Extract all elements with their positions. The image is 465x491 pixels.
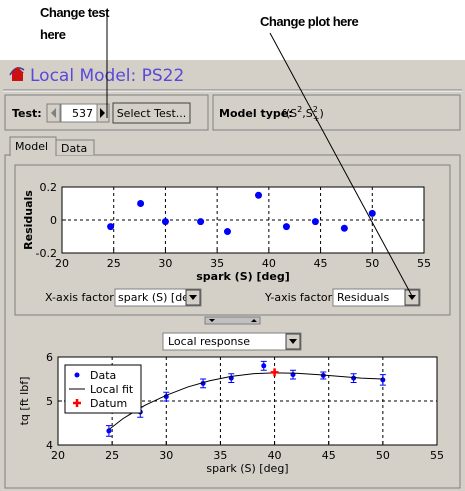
- x-tick-label: 50: [365, 257, 379, 270]
- tab-panel: [4, 154, 461, 489]
- point: [380, 377, 386, 383]
- datum: [270, 368, 279, 377]
- legend-label: Datum: [90, 397, 127, 410]
- x-tick-label: 35: [210, 257, 224, 270]
- point: [340, 224, 348, 232]
- point: [223, 228, 231, 236]
- combo[interactable]: [332, 288, 421, 307]
- point: [261, 363, 267, 369]
- y-axis-label: tq [ft lbf]: [18, 377, 31, 426]
- annotation: Change plot here: [260, 14, 358, 29]
- formula-part: 2: [297, 105, 302, 114]
- point: [282, 223, 290, 231]
- legend-swatch: [74, 372, 80, 378]
- point: [311, 218, 319, 226]
- axes-frame: [61, 186, 425, 254]
- formula-part: f(S: [282, 107, 297, 120]
- point: [107, 223, 115, 231]
- tab-selected[interactable]: [9, 136, 57, 156]
- label: Test:: [12, 107, 42, 120]
- arrow: [51, 108, 56, 118]
- point: [161, 218, 169, 226]
- arrow: [189, 295, 197, 300]
- fit-line: [108, 372, 383, 430]
- splitter[interactable]: [204, 316, 261, 325]
- formula-part: ): [320, 107, 324, 120]
- combo[interactable]: [162, 332, 302, 351]
- point: [137, 200, 145, 207]
- point: [255, 191, 263, 199]
- arrow: [289, 339, 297, 344]
- label: X-axis factor:: [45, 291, 117, 304]
- arrow: [209, 319, 257, 322]
- x-tick-label: 40: [268, 449, 282, 462]
- x-tick-label: 55: [417, 257, 431, 270]
- legend-label: Local fit: [90, 383, 134, 396]
- x-tick-label: 45: [314, 257, 328, 270]
- x-axis-label: spark (S) [deg]: [196, 270, 289, 283]
- axes-frame: [57, 356, 438, 446]
- x-tick-label: 20: [55, 257, 69, 270]
- y-tick-label: 0: [50, 214, 57, 227]
- group-box: [212, 94, 461, 131]
- test-number: 537: [72, 107, 93, 120]
- y-tick-label: 0.2: [40, 181, 58, 194]
- annotation: Change test: [40, 5, 110, 20]
- x-tick-label: 40: [262, 257, 276, 270]
- combo-value: Local response: [168, 335, 250, 348]
- x-tick-label: 20: [51, 449, 65, 462]
- x-axis-label: spark (S) [deg]: [206, 462, 288, 475]
- x-tick-label: 30: [159, 449, 173, 462]
- formula-part: ,S: [302, 107, 312, 120]
- point: [351, 375, 357, 381]
- x-tick-label: 25: [107, 257, 121, 270]
- x-tick-label: 45: [322, 449, 336, 462]
- y-tick-label: 5: [46, 395, 53, 408]
- button-label: Select Test...: [117, 107, 187, 120]
- title-icon: [9, 67, 25, 81]
- y-axis-label: Residuals: [22, 190, 35, 250]
- arrow: [100, 108, 105, 118]
- pointer-line: [269, 32, 413, 297]
- button[interactable]: [112, 102, 191, 124]
- x-tick-label: 25: [105, 449, 119, 462]
- tab-label: Model: [15, 140, 48, 153]
- point: [197, 218, 205, 226]
- combo-value: spark (S) [deg: [118, 291, 196, 304]
- formula-part: 2: [313, 105, 318, 114]
- combo[interactable]: [114, 288, 202, 307]
- arrow: [408, 295, 416, 300]
- annotation: here: [40, 27, 66, 42]
- y-tick-label: -0.2: [36, 247, 57, 260]
- label: Model type:: [219, 107, 293, 120]
- x-tick-label: 35: [213, 449, 227, 462]
- legend-label: Data: [90, 369, 116, 382]
- x-tick-label: 55: [430, 449, 444, 462]
- y-tick-label: 6: [46, 351, 53, 364]
- point: [106, 428, 112, 434]
- y-tick-label: 4: [46, 439, 53, 452]
- x-tick-label: 30: [158, 257, 172, 270]
- combo-value: Residuals: [337, 291, 389, 304]
- legend-swatch: [73, 399, 81, 407]
- label: Y-axis factor:: [264, 291, 336, 304]
- tab-label: Data: [61, 142, 87, 155]
- x-tick-label: 50: [376, 449, 390, 462]
- point: [368, 209, 376, 217]
